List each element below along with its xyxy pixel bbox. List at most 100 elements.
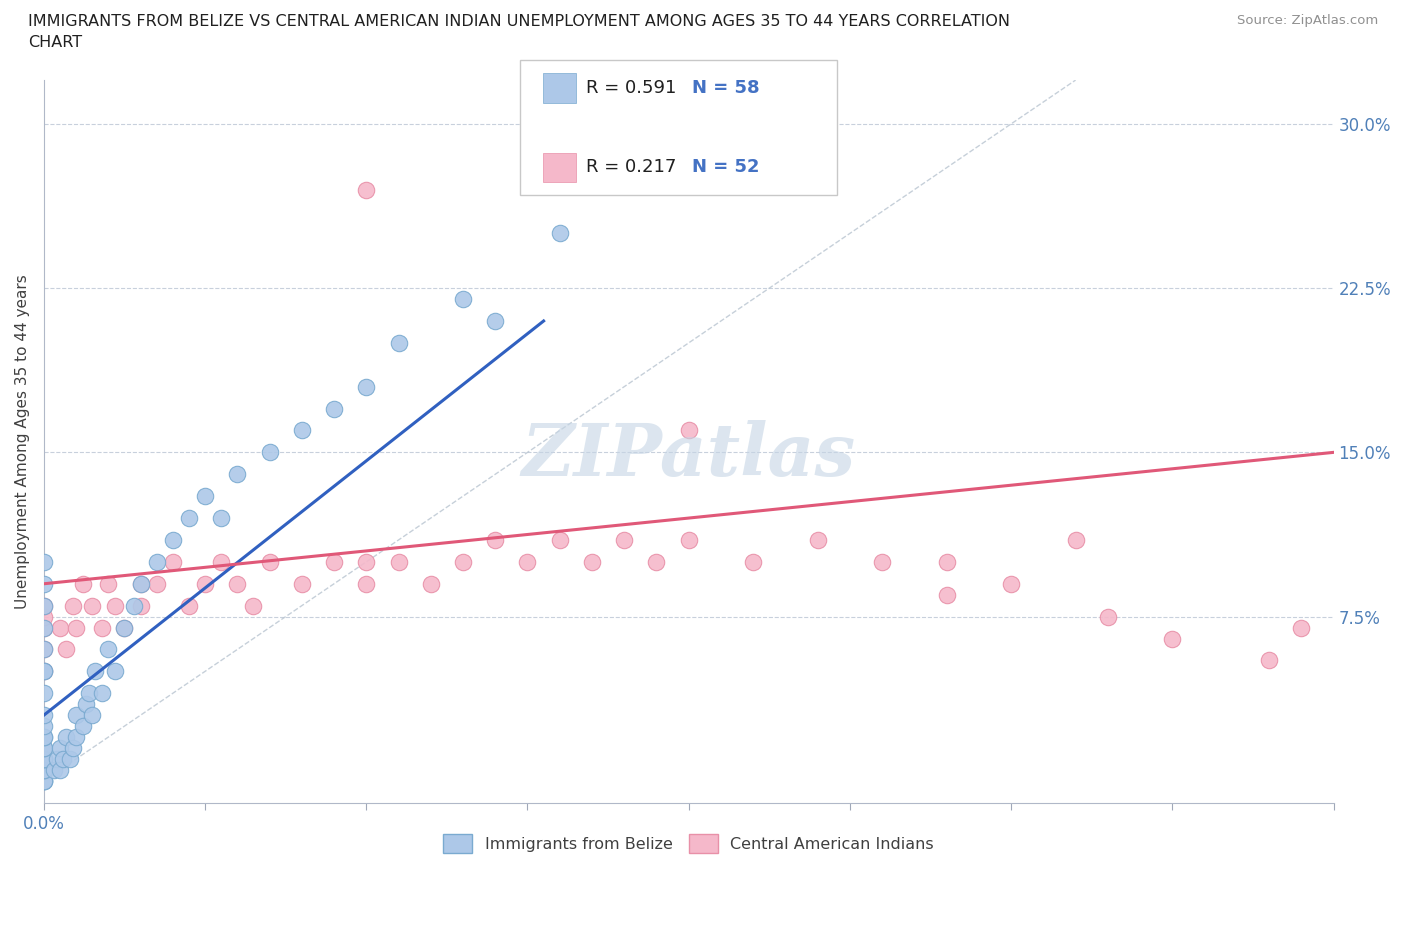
Point (1000, 577, 1022, 591)
Point (32, 751, 55, 766)
Point (32, 763, 55, 777)
Point (226, 467, 249, 482)
Text: R = 0.591: R = 0.591 (586, 79, 676, 98)
Point (645, 554, 668, 569)
Point (32, 598, 55, 613)
Point (484, 533, 506, 548)
Point (84, 664, 107, 679)
Point (678, 423, 700, 438)
Point (935, 554, 957, 569)
Point (97, 577, 120, 591)
Point (291, 423, 314, 438)
Text: CHART: CHART (28, 35, 82, 50)
Point (1291, 620, 1313, 635)
Point (356, 554, 378, 569)
Point (209, 554, 232, 569)
Point (82, 598, 104, 613)
Point (129, 577, 152, 591)
Point (387, 336, 409, 351)
Point (32, 740, 55, 755)
Point (55, 642, 77, 657)
Point (419, 577, 441, 591)
Point (194, 577, 217, 591)
Point (356, 182, 378, 197)
Point (104, 598, 127, 613)
Point (548, 533, 571, 548)
Point (242, 598, 264, 613)
Point (32, 730, 55, 745)
Point (42, 763, 65, 777)
Point (32, 730, 55, 745)
Point (52, 751, 75, 766)
Point (807, 533, 830, 548)
Point (32, 751, 55, 766)
Point (90, 685, 112, 700)
Point (45, 751, 67, 766)
Point (323, 401, 346, 416)
Point (145, 577, 167, 591)
Point (226, 577, 249, 591)
Point (209, 511, 232, 525)
Point (49, 763, 72, 777)
Point (129, 598, 152, 613)
Point (49, 620, 72, 635)
Point (32, 763, 55, 777)
Text: Source: ZipAtlas.com: Source: ZipAtlas.com (1237, 14, 1378, 27)
Point (387, 554, 409, 569)
Point (32, 664, 55, 679)
Point (356, 379, 378, 394)
Point (32, 708, 55, 723)
Point (55, 730, 77, 745)
Point (581, 554, 603, 569)
Point (32, 664, 55, 679)
Point (32, 642, 55, 657)
Point (194, 489, 217, 504)
Point (32, 620, 55, 635)
Point (32, 740, 55, 755)
Point (935, 587, 957, 602)
Point (32, 642, 55, 657)
Point (32, 774, 55, 789)
Point (548, 226, 571, 241)
Y-axis label: Unemployment Among Ages 35 to 44 years: Unemployment Among Ages 35 to 44 years (15, 274, 30, 609)
Point (613, 533, 636, 548)
Point (32, 664, 55, 679)
Point (162, 554, 184, 569)
Point (32, 598, 55, 613)
Point (451, 554, 474, 569)
Point (1097, 609, 1119, 624)
Point (291, 577, 314, 591)
Text: IMMIGRANTS FROM BELIZE VS CENTRAL AMERICAN INDIAN UNEMPLOYMENT AMONG AGES 35 TO : IMMIGRANTS FROM BELIZE VS CENTRAL AMERIC… (28, 14, 1010, 29)
Point (356, 577, 378, 591)
Point (32, 554, 55, 569)
Point (484, 313, 506, 328)
Point (32, 685, 55, 700)
Point (177, 598, 200, 613)
Point (65, 620, 87, 635)
Point (678, 533, 700, 548)
Point (1258, 653, 1281, 668)
Point (742, 554, 765, 569)
Point (870, 554, 893, 569)
Point (65, 708, 87, 723)
Point (32, 719, 55, 734)
Point (32, 774, 55, 789)
Point (145, 554, 167, 569)
Point (59, 751, 82, 766)
Point (97, 642, 120, 657)
Point (162, 533, 184, 548)
Point (516, 554, 538, 569)
Legend: Immigrants from Belize, Central American Indians: Immigrants from Belize, Central American… (437, 828, 941, 860)
Point (129, 577, 152, 591)
Point (323, 554, 346, 569)
Point (1064, 533, 1087, 548)
Point (82, 708, 104, 723)
Point (75, 697, 97, 711)
Point (62, 740, 84, 755)
Text: R = 0.217: R = 0.217 (586, 158, 676, 177)
Point (32, 774, 55, 789)
Point (32, 620, 55, 635)
Point (62, 598, 84, 613)
Point (49, 740, 72, 755)
Point (259, 445, 281, 459)
